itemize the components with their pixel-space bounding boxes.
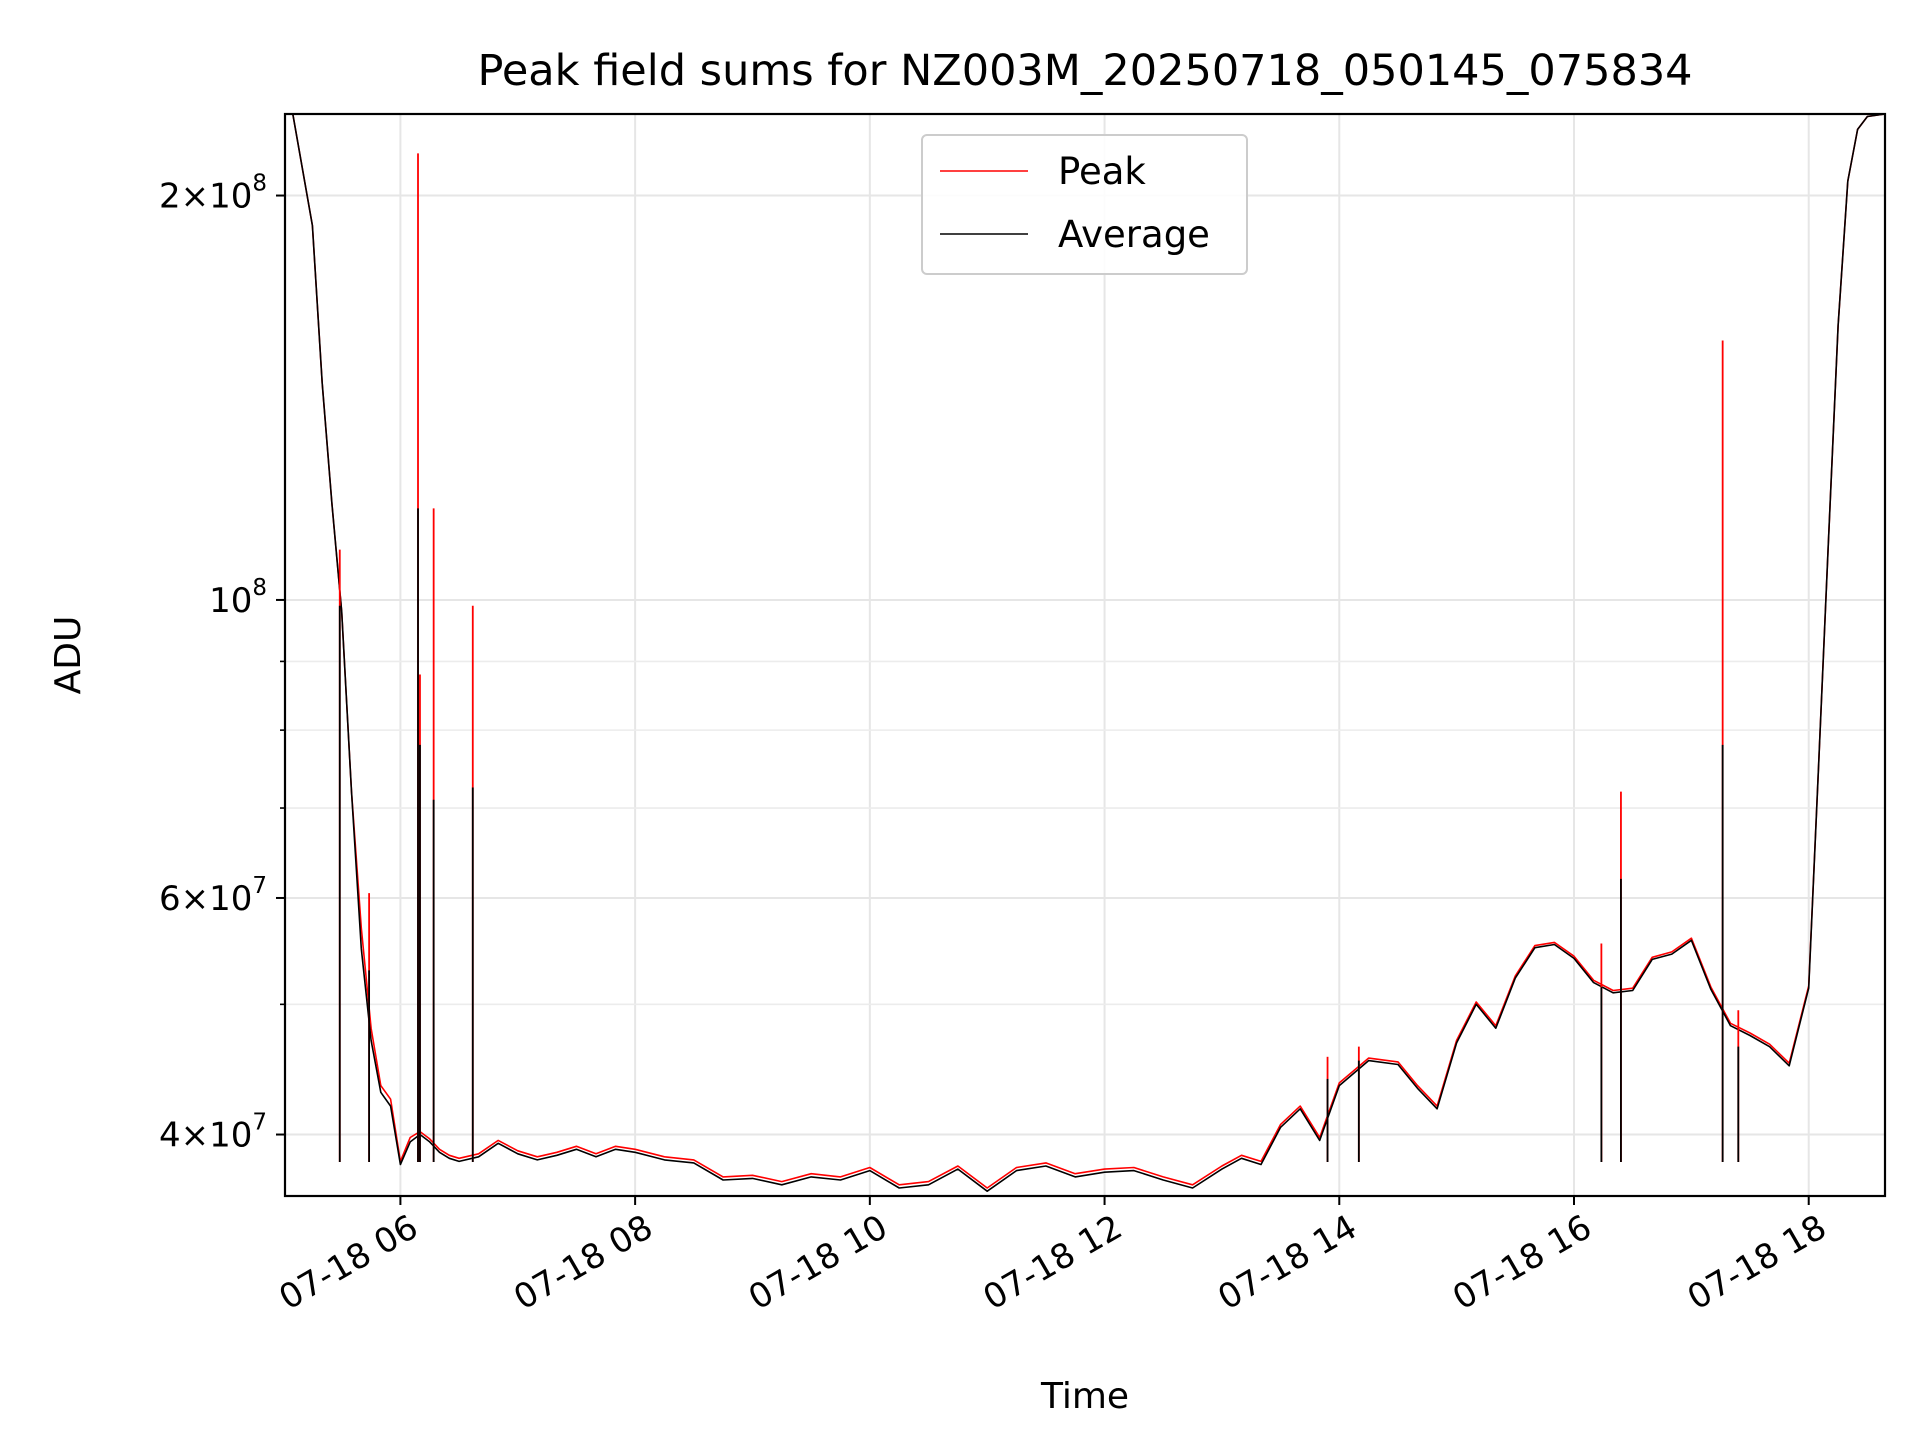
y-axis-label: ADU (48, 616, 89, 695)
y-axis: 4×107 6×107 108 2×108 (159, 171, 285, 1156)
y-tick-label: 6×107 (159, 873, 267, 919)
series-line-peak (285, 114, 1885, 1189)
series-line-average (285, 114, 1885, 1192)
chart-title: Peak field sums for NZ003M_20250718_0501… (477, 46, 1692, 96)
y-tick-label: 4×107 (159, 1110, 267, 1156)
x-axis-label: Time (1040, 1376, 1129, 1417)
series-layer (285, 114, 1885, 1192)
y-tick-exponent: 7 (252, 873, 267, 899)
plot-frame (283, 112, 1887, 1198)
legend-peak-label: Peak (1058, 150, 1146, 193)
y-tick-label: 108 (209, 575, 267, 621)
y-tick-exponent: 8 (252, 575, 267, 601)
y-tick-exponent: 7 (252, 1110, 267, 1136)
y-tick-label: 2×108 (159, 171, 267, 217)
legend-box (921, 134, 1248, 275)
y-tick-exponent: 8 (252, 171, 267, 197)
legend: Peak Average (921, 134, 1248, 275)
legend-average-label: Average (1058, 213, 1210, 256)
